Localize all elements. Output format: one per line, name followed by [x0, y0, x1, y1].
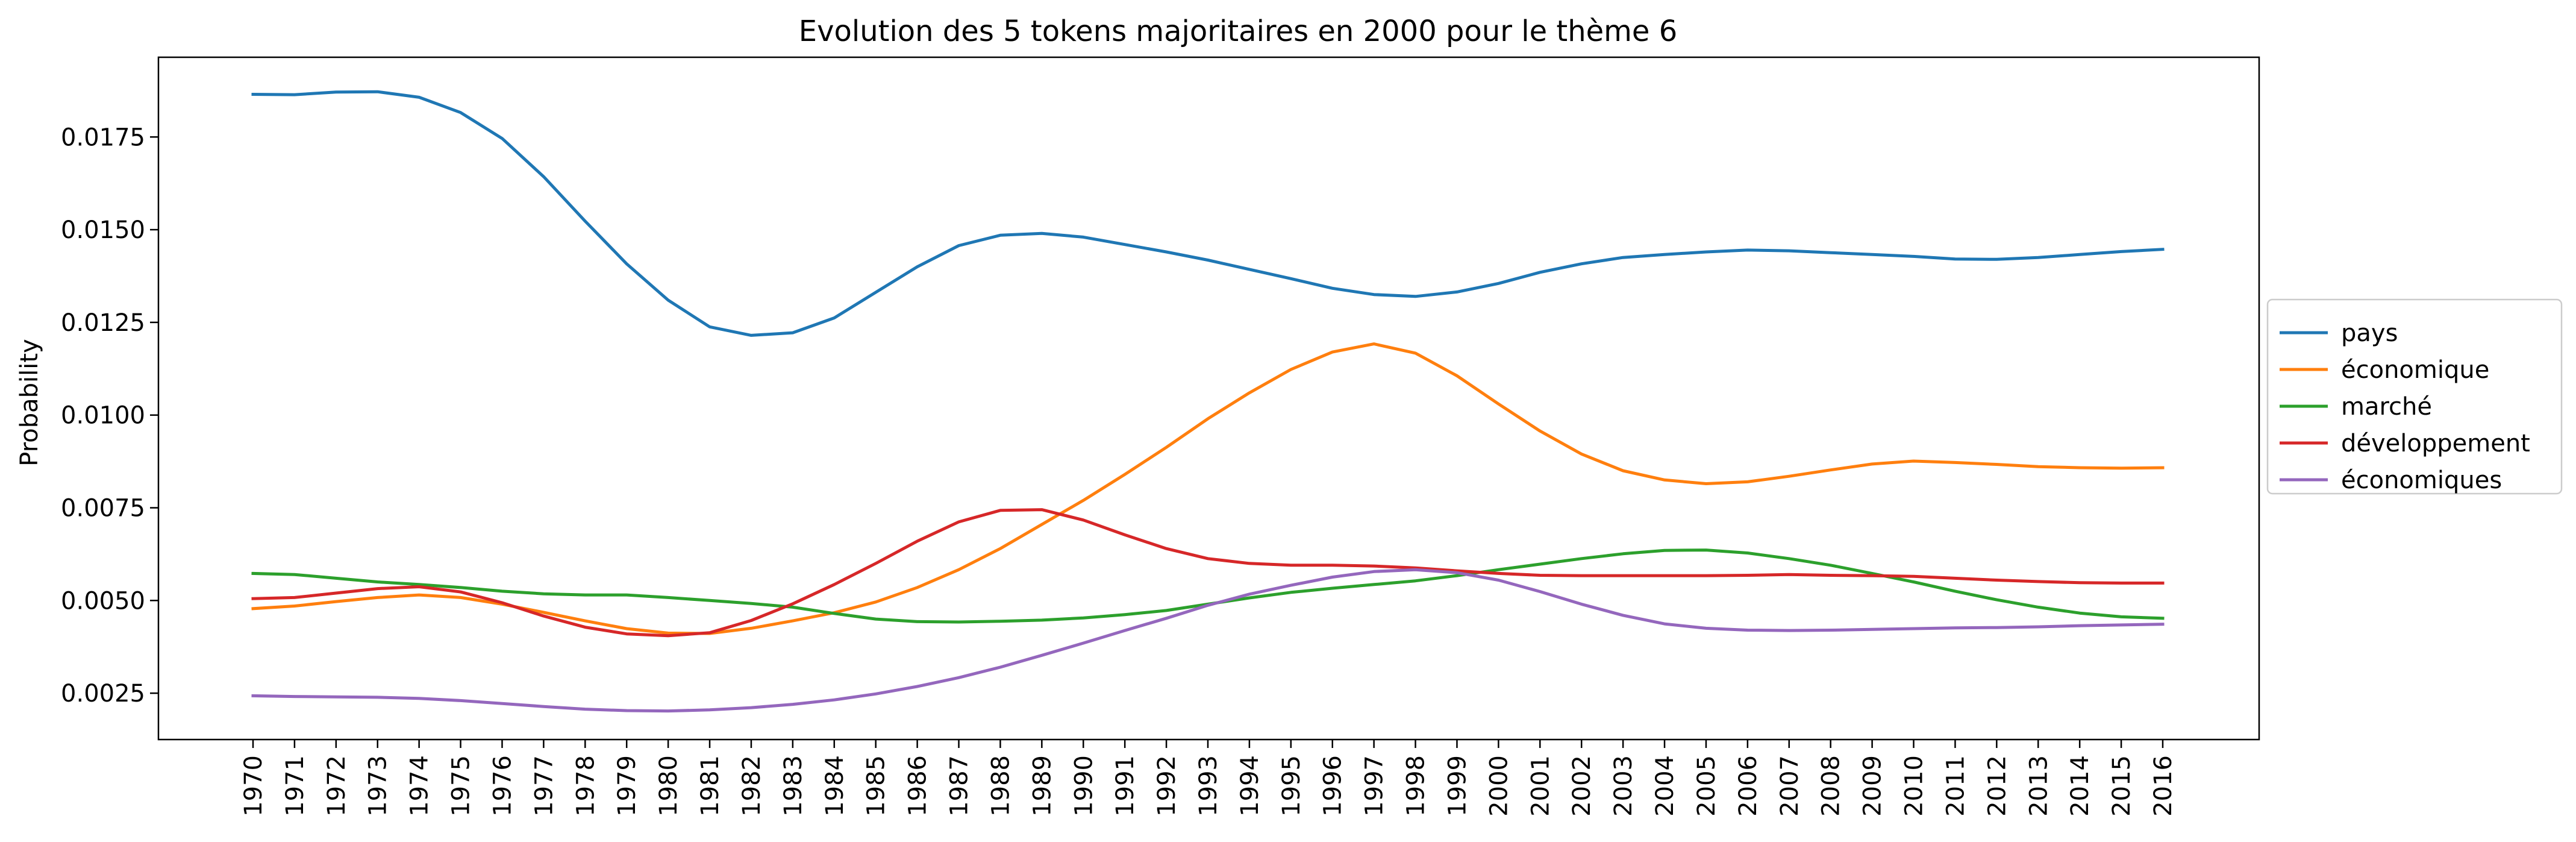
legend-box — [2266, 298, 2563, 495]
x-tick-label: 1996 — [1319, 755, 1347, 817]
x-tick-label: 2015 — [2108, 755, 2136, 817]
series-line-4 — [251, 508, 2165, 638]
x-tick-label: 2010 — [1901, 755, 1928, 817]
x-tick-label: 1994 — [1236, 755, 1264, 817]
x-tick-label: 2003 — [1610, 755, 1637, 817]
x-tick-label: 1991 — [1111, 755, 1139, 817]
y-tick-label: 0.0100 — [61, 402, 145, 430]
x-tick-label: 1989 — [1028, 755, 1056, 817]
x-tick-label: 2001 — [1527, 755, 1554, 817]
y-tick-label: 0.0075 — [61, 494, 145, 522]
x-tick-label: 1988 — [987, 755, 1014, 817]
y-tick-label: 0.0125 — [61, 309, 145, 337]
legend-label: économiques — [2341, 467, 2502, 494]
x-tick-label: 2000 — [1485, 755, 1513, 817]
x-tick-label: 2007 — [1776, 755, 1804, 817]
x-tick-label: 1970 — [240, 755, 267, 817]
x-tick-label: 2012 — [1983, 755, 2011, 817]
x-tick-label: 2002 — [1568, 755, 1596, 817]
x-tick-label: 1975 — [448, 755, 475, 817]
series-line-1 — [251, 90, 2165, 337]
x-tick-label: 1998 — [1402, 755, 1430, 817]
legend-label: économique — [2341, 356, 2489, 384]
x-tick-label: 1978 — [572, 755, 599, 817]
plot-frame — [157, 56, 2260, 741]
x-tick-label: 1986 — [904, 755, 932, 817]
x-tick-label: 1980 — [655, 755, 683, 817]
x-tick-label: 2006 — [1734, 755, 1762, 817]
x-tick-label: 2016 — [2149, 755, 2177, 817]
x-tick-label: 2004 — [1651, 755, 1679, 817]
x-tick-label: 1993 — [1195, 755, 1222, 817]
series-line-5 — [251, 568, 2165, 713]
x-tick-label: 1982 — [738, 755, 766, 817]
x-tick-label: 1997 — [1361, 755, 1389, 817]
x-tick-label: 1976 — [489, 755, 516, 817]
x-tick-label: 1990 — [1070, 755, 1098, 817]
legend-label: développement — [2341, 430, 2530, 457]
x-tick-label: 1985 — [863, 755, 890, 817]
x-tick-label: 2011 — [1942, 755, 1969, 817]
x-tick-label: 1972 — [323, 755, 351, 817]
x-tick-label: 1995 — [1278, 755, 1305, 817]
x-tick-label: 2009 — [1859, 755, 1887, 817]
legend-label: marché — [2341, 393, 2432, 421]
x-tick-label: 1973 — [364, 755, 392, 817]
x-tick-label: 2008 — [1818, 755, 1845, 817]
x-tick-label: 1987 — [946, 755, 974, 817]
x-tick-label: 1977 — [530, 755, 558, 817]
y-tick-label: 0.0025 — [61, 680, 145, 708]
legend: pays économique marché développement économi… — [2266, 298, 2563, 495]
y-tick-label: 0.0150 — [61, 216, 145, 244]
y-tick-label: 0.0050 — [61, 587, 145, 615]
x-tick-label: 1974 — [406, 755, 434, 817]
x-tick-label: 1971 — [281, 755, 309, 817]
y-axis-label: Probability — [16, 339, 43, 466]
x-tick-label: 1999 — [1443, 755, 1471, 817]
x-tick-label: 2014 — [2066, 755, 2094, 817]
chart-title: Evolution des 5 tokens majoritaires en 2… — [799, 14, 1677, 48]
x-tick-label: 1981 — [696, 755, 724, 817]
x-tick-label: 1992 — [1153, 755, 1181, 817]
series-line-2 — [251, 342, 2165, 635]
legend-label: pays — [2341, 319, 2398, 347]
x-tick-label: 1983 — [780, 755, 807, 817]
x-tick-label: 2005 — [1693, 755, 1721, 817]
x-tick-label: 1984 — [821, 755, 849, 817]
plot-area: 0.0025 0.0050 0.0075 0.0100 0.0125 0.0150 0.01… — [61, 90, 2177, 817]
y-tick-label: 0.0175 — [61, 124, 145, 151]
x-tick-label: 1979 — [613, 755, 641, 817]
x-tick-label: 2013 — [2025, 755, 2052, 817]
